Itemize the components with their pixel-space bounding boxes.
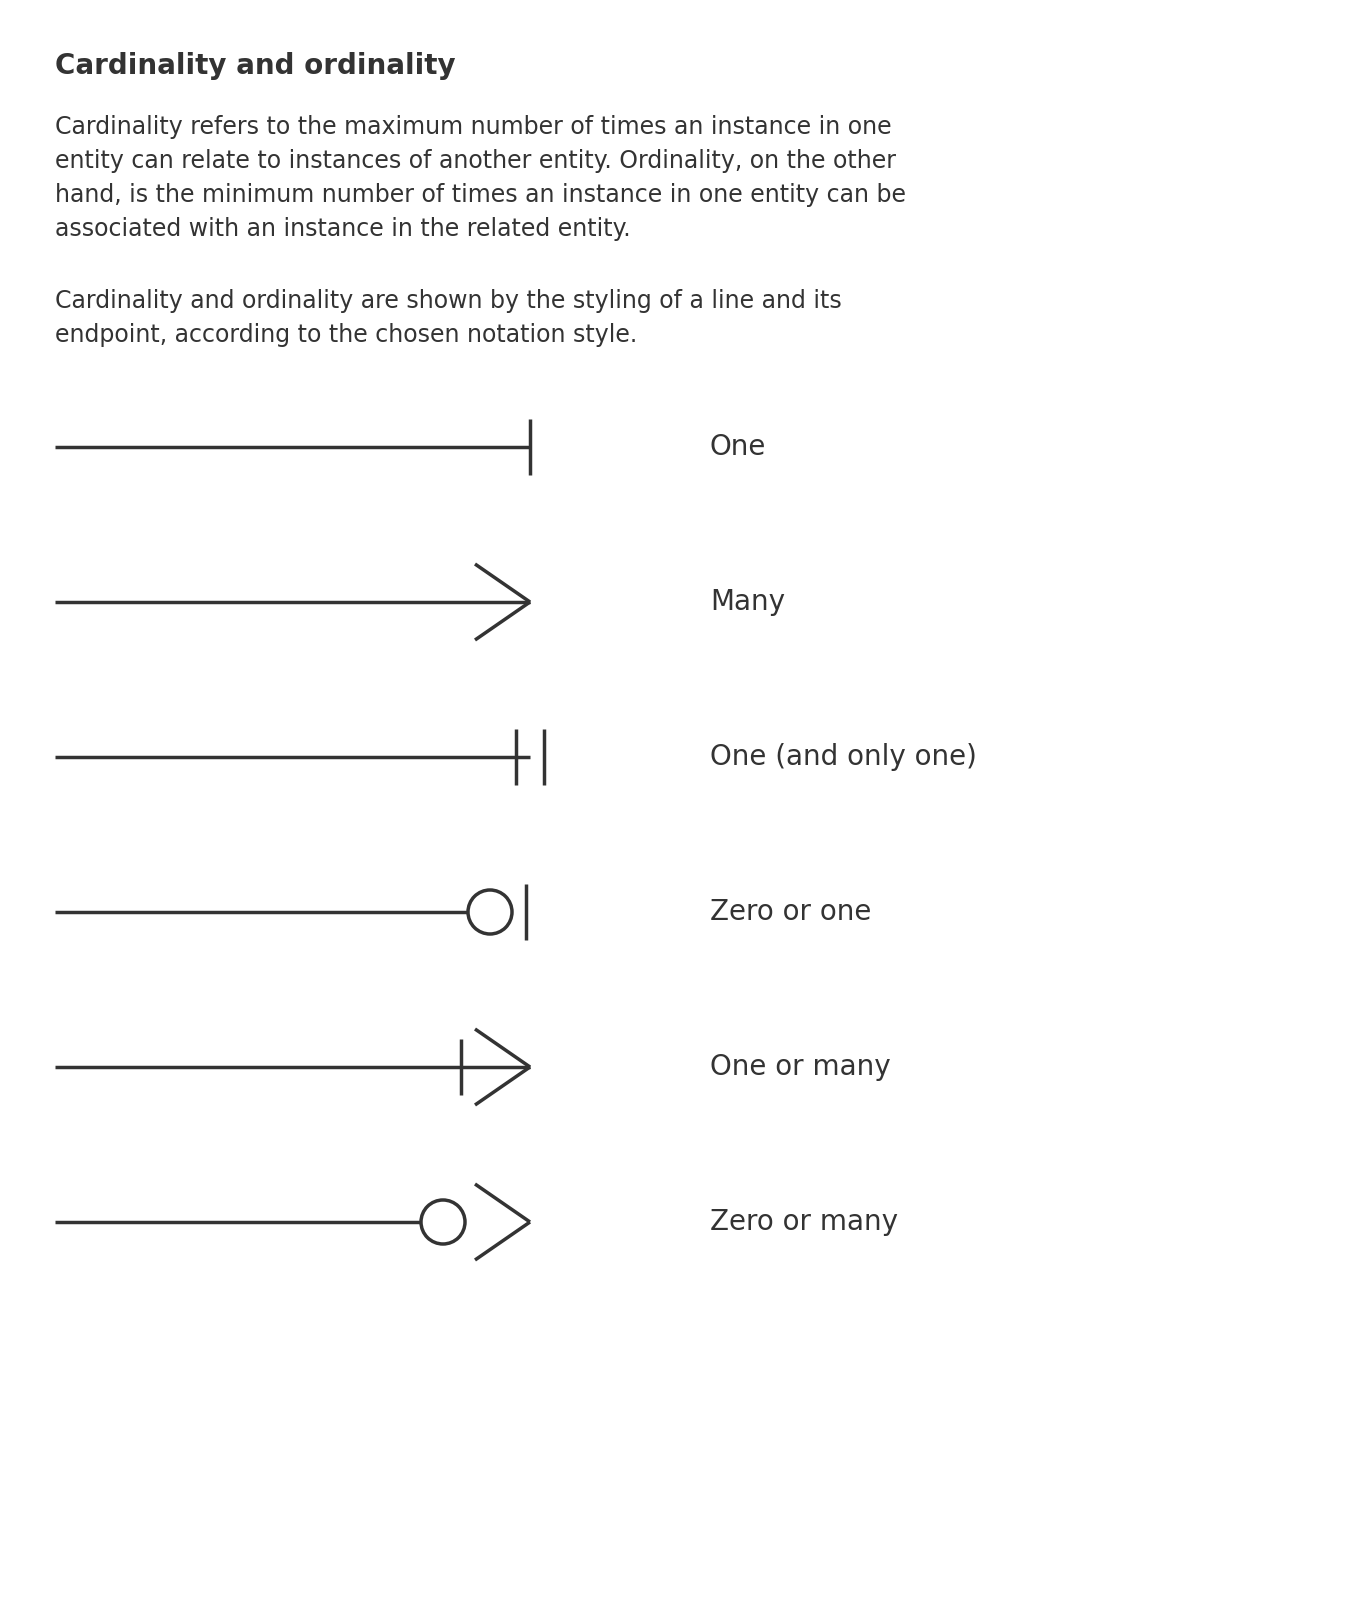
Text: entity can relate to instances of another entity. Ordinality, on the other: entity can relate to instances of anothe…: [55, 149, 896, 173]
Text: Zero or many: Zero or many: [711, 1208, 898, 1237]
Text: hand, is the minimum number of times an instance in one entity can be: hand, is the minimum number of times an …: [55, 183, 906, 207]
Text: Many: Many: [711, 589, 786, 616]
Text: One: One: [711, 433, 767, 460]
Text: endpoint, according to the chosen notation style.: endpoint, according to the chosen notati…: [55, 322, 637, 346]
Text: One or many: One or many: [711, 1052, 891, 1081]
Text: Zero or one: Zero or one: [711, 898, 872, 926]
Text: One (and only one): One (and only one): [711, 743, 977, 772]
Text: associated with an instance in the related entity.: associated with an instance in the relat…: [55, 217, 630, 241]
Text: Cardinality and ordinality are shown by the styling of a line and its: Cardinality and ordinality are shown by …: [55, 289, 842, 313]
Text: Cardinality and ordinality: Cardinality and ordinality: [55, 51, 456, 80]
Text: Cardinality refers to the maximum number of times an instance in one: Cardinality refers to the maximum number…: [55, 115, 892, 140]
